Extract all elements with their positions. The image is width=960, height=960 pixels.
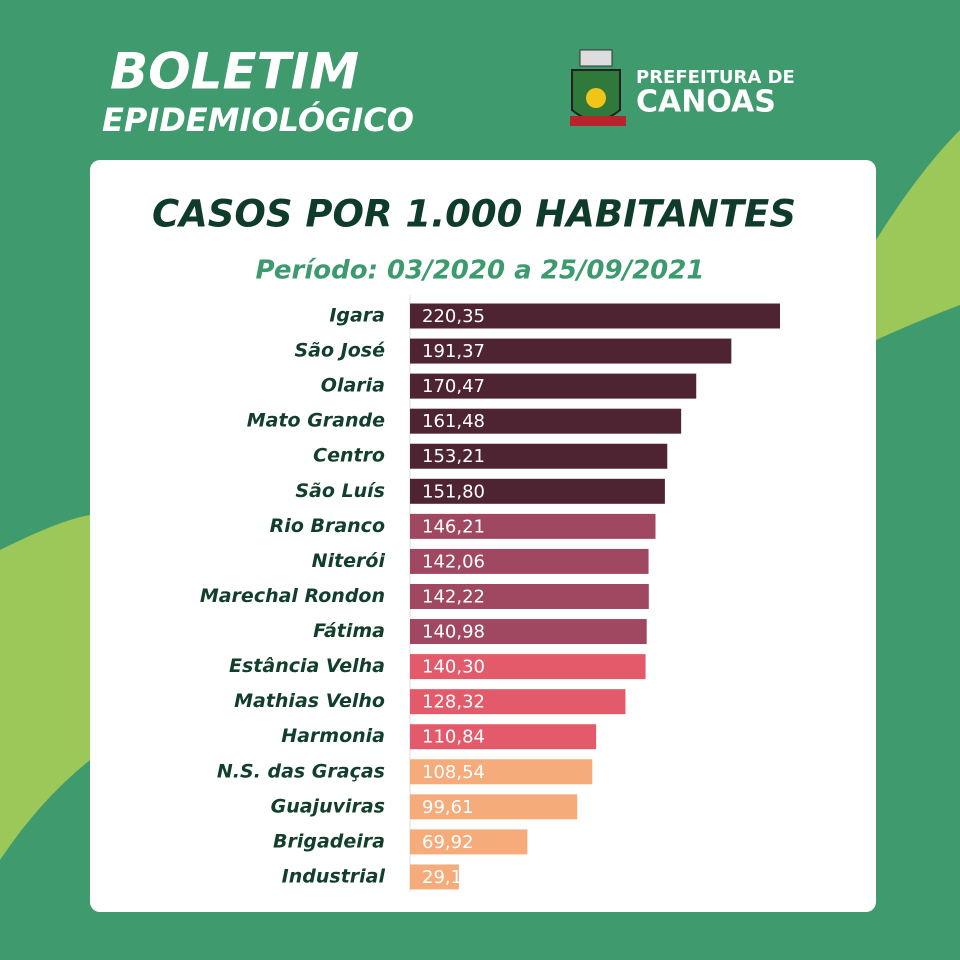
header-title: BOLETIM	[110, 43, 359, 101]
bar	[410, 408, 682, 434]
category-label: Fátima	[313, 620, 385, 642]
swoosh-left	[0, 515, 90, 860]
bar	[410, 689, 626, 715]
category-label: São José	[295, 340, 386, 362]
org-name: CANOAS	[636, 85, 776, 120]
category-label: São Luís	[295, 480, 385, 502]
bar	[410, 338, 732, 364]
category-label: Centro	[313, 445, 385, 467]
value-label: 140,98	[422, 622, 485, 643]
value-label: 220,35	[422, 306, 485, 327]
bar	[410, 548, 649, 574]
value-label: 151,80	[422, 481, 485, 502]
category-label: Rio Branco	[270, 515, 385, 537]
category-label: Harmonia	[281, 725, 385, 747]
bar	[410, 724, 597, 750]
chart-subtitle: Período: 03/2020 a 25/09/2021	[256, 256, 705, 286]
category-label: Estância Velha	[229, 655, 385, 677]
org-name: PREFEITURA DE	[636, 67, 795, 88]
value-label: 29,13	[422, 867, 474, 888]
category-label: Mato Grande	[247, 410, 385, 432]
value-label: 128,32	[422, 692, 485, 713]
value-label: 140,30	[422, 657, 485, 678]
value-label: 161,48	[422, 411, 485, 432]
bar	[410, 478, 665, 504]
value-label: 191,37	[422, 341, 485, 362]
category-label: Brigadeira	[273, 830, 385, 852]
value-label: 142,22	[422, 586, 485, 607]
swoosh-right	[876, 130, 960, 340]
category-label: Olaria	[321, 375, 385, 397]
category-label: Guajuviras	[271, 795, 385, 817]
bar	[410, 654, 646, 680]
bar	[410, 829, 528, 855]
value-label: 153,21	[422, 446, 485, 467]
bar	[410, 443, 668, 469]
bar	[410, 513, 656, 539]
category-label: Niterói	[312, 550, 386, 572]
header-title: EPIDEMIOLÓGICO	[102, 100, 414, 139]
value-label: 110,84	[422, 727, 485, 748]
value-label: 142,06	[422, 551, 485, 572]
logo	[570, 49, 626, 126]
bar	[410, 759, 593, 785]
category-label: Mathias Velho	[234, 690, 385, 712]
value-label: 69,92	[422, 832, 474, 853]
bar	[410, 583, 649, 609]
category-label: Marechal Rondon	[200, 585, 385, 607]
value-label: 170,47	[422, 376, 485, 397]
category-label: Igara	[329, 305, 385, 327]
bar	[410, 794, 578, 820]
value-label: 108,54	[422, 762, 485, 783]
bar	[410, 373, 697, 399]
category-label: N.S. das Graças	[217, 760, 385, 782]
bar	[410, 303, 780, 329]
chart-title: CASOS POR 1.000 HABITANTES	[152, 193, 796, 236]
value-label: 99,61	[422, 797, 474, 818]
value-label: 146,21	[422, 516, 485, 537]
bar	[410, 864, 459, 890]
bar	[410, 619, 647, 645]
category-label: Industrial	[282, 865, 386, 887]
